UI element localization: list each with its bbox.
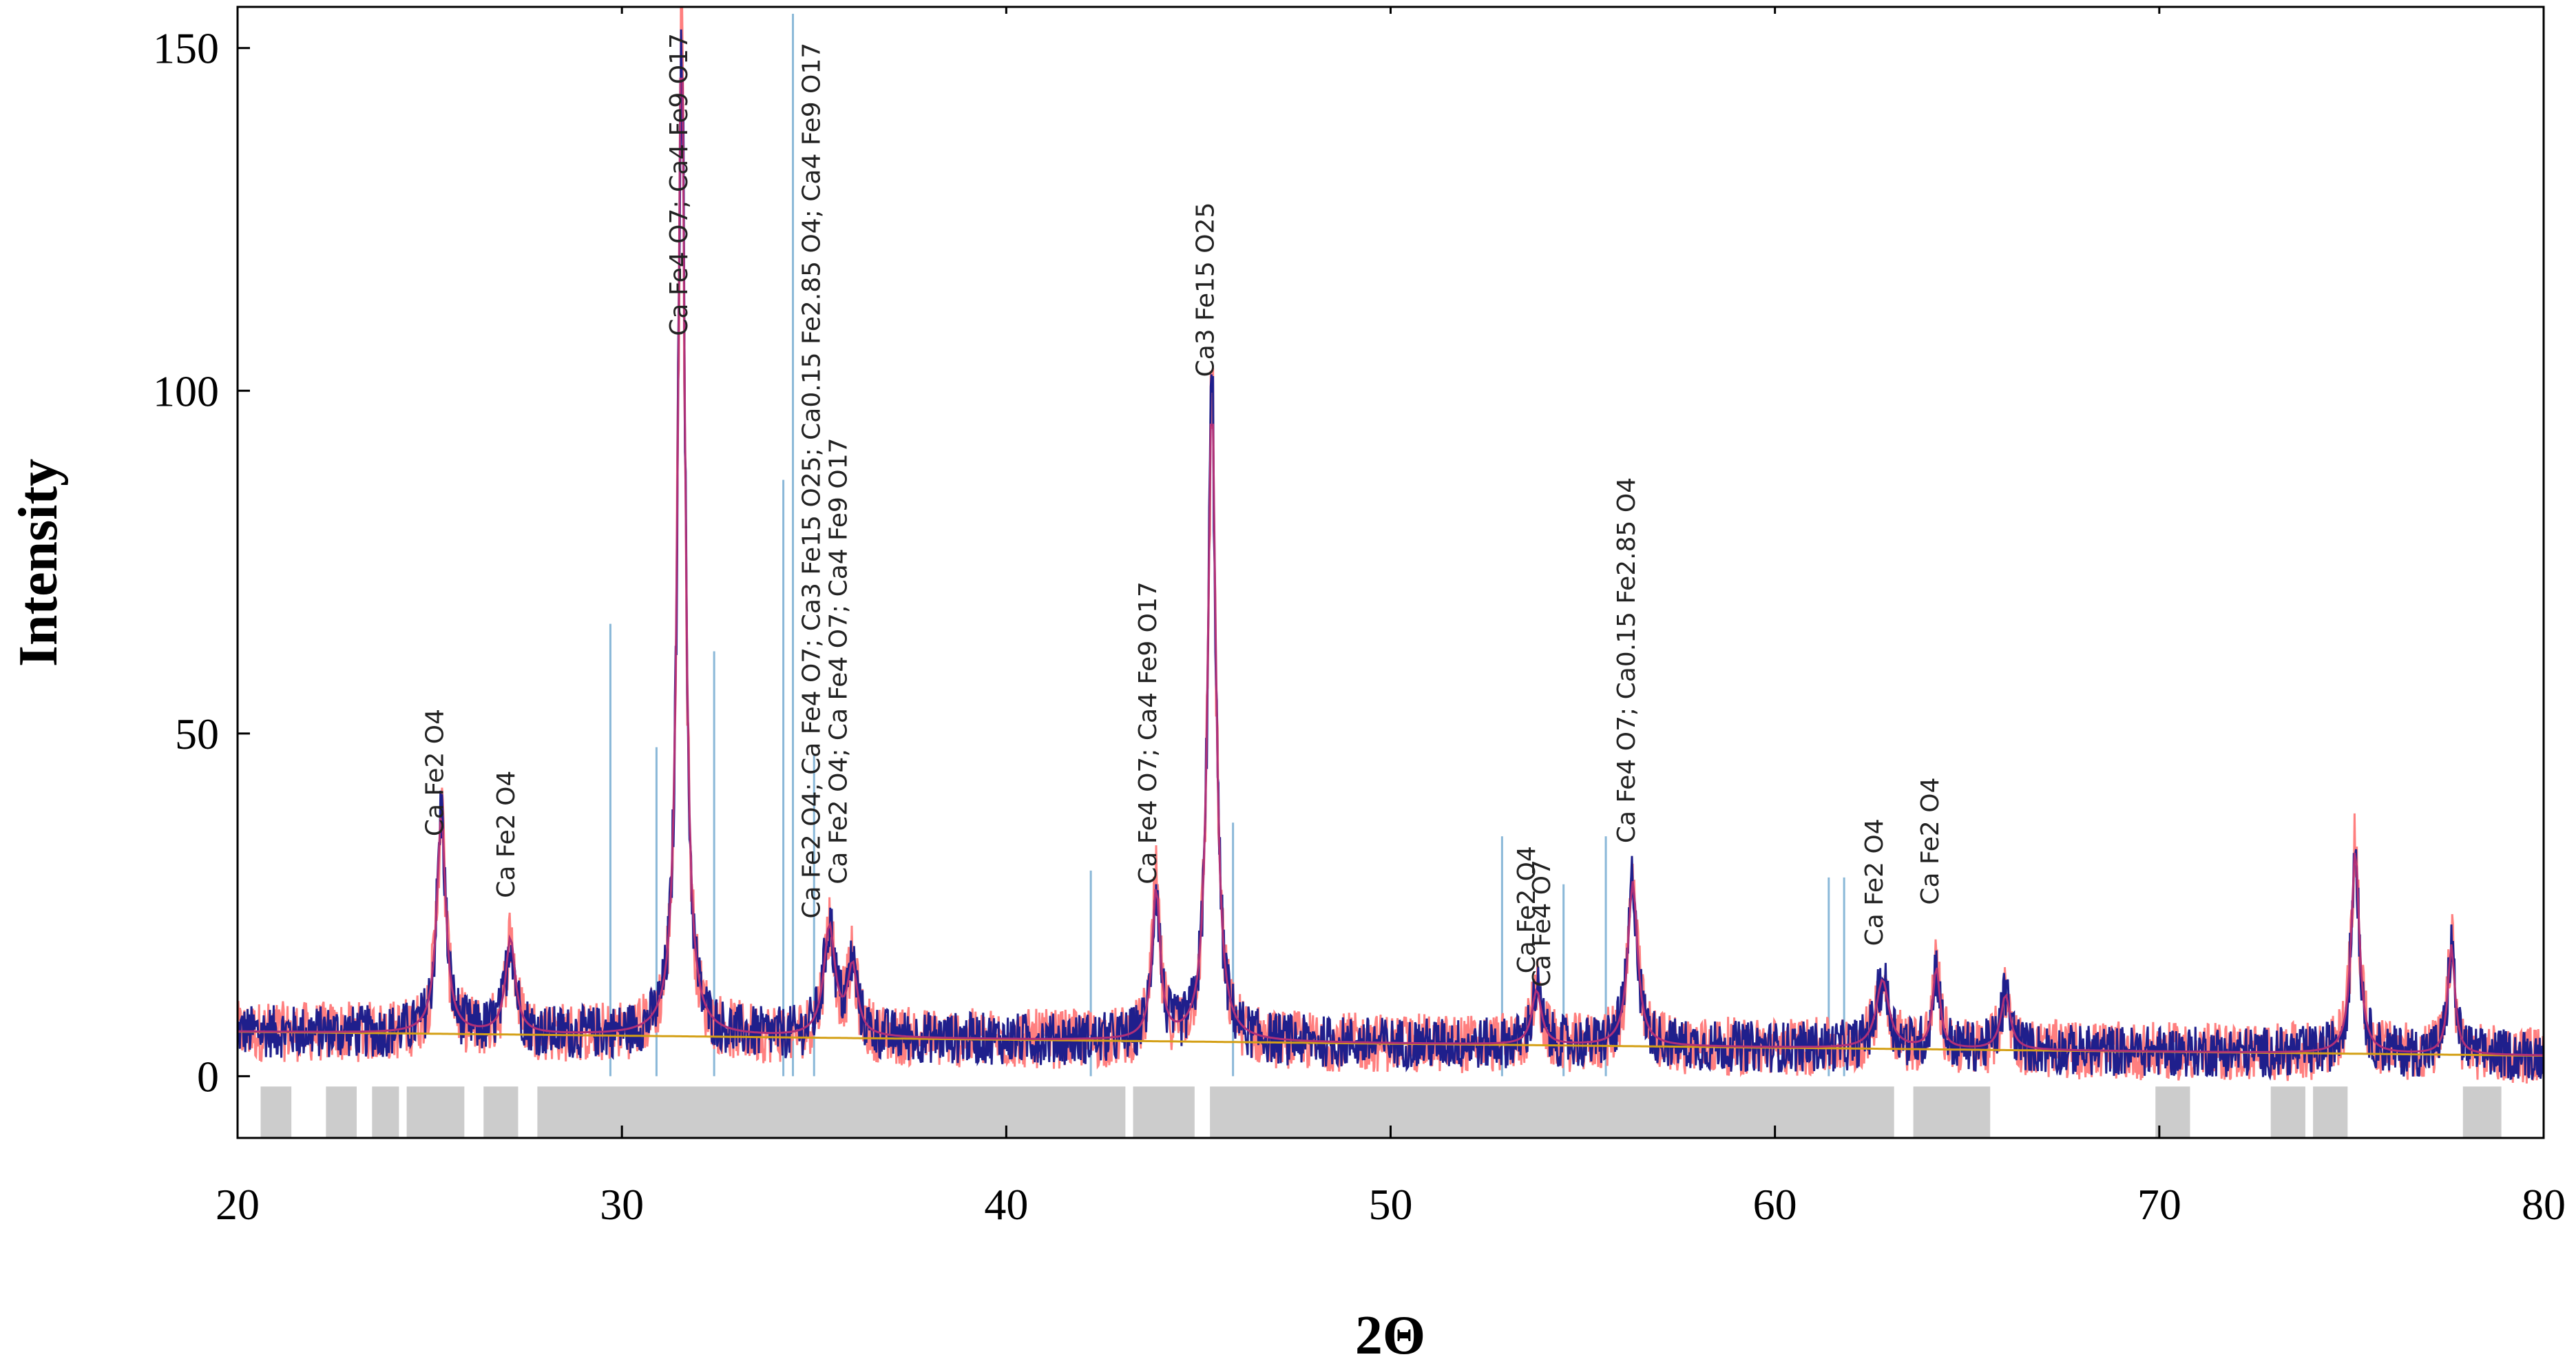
peak-label: Ca Fe2 O4 [1513, 846, 1541, 973]
y-tick-label: 0 [197, 1052, 219, 1101]
plot-area [238, 7, 2544, 1138]
excluded-region [2462, 1086, 2502, 1138]
y-tick-label: 150 [153, 24, 219, 73]
excluded-regions [260, 1086, 2502, 1138]
excluded-region [2270, 1086, 2305, 1138]
x-tick-label: 30 [600, 1180, 644, 1229]
peak-label: Ca Fe2 O4; Ca Fe4 O7; Ca4 Fe9 O17 [825, 437, 853, 884]
y-tick-label: 100 [153, 366, 219, 415]
peak-label: Ca3 Fe15 O25 [1192, 203, 1220, 377]
x-tick-label: 60 [1753, 1180, 1797, 1229]
peak-label: Ca Fe4 O7; Ca0.15 Fe2.85 O4 [1613, 477, 1641, 843]
peak-label: Ca Fe2 O4 [1861, 818, 1889, 946]
excluded-region [2313, 1086, 2348, 1138]
series-line-calculated [238, 7, 2544, 1084]
x-tick-label: 80 [2522, 1180, 2566, 1229]
excluded-region [2155, 1086, 2190, 1138]
excluded-region [1133, 1086, 1195, 1138]
x-axis: 20 30 40 50 60 70 80 [216, 7, 2566, 1229]
x-tick-label: 20 [216, 1180, 260, 1229]
excluded-region [537, 1086, 1126, 1138]
series-group [238, 7, 2544, 1084]
excluded-region [372, 1086, 399, 1138]
excluded-region [326, 1086, 357, 1138]
peak-label: Ca Fe4 O7 [1528, 860, 1556, 987]
excluded-region [483, 1086, 519, 1138]
series-line-fit [238, 77, 2544, 1057]
y-axis: 0 50 100 150 [153, 24, 250, 1101]
excluded-region [1210, 1086, 1894, 1138]
peak-label: Ca Fe2 O4 [492, 771, 521, 898]
x-tick-label: 50 [1369, 1180, 1413, 1229]
excluded-region [260, 1086, 292, 1138]
plot-frame [236, 6, 2545, 1139]
peak-labels: Ca Fe2 O4 Ca Fe2 O4 Ca Fe4 O7; Ca4 Fe9 O17… [421, 33, 1945, 987]
peak-label: Ca Fe4 O7; Ca4 Fe9 O17 [1134, 581, 1162, 884]
peak-label: Ca Fe2 O4; Ca Fe4 O7; Ca3 Fe15 O25; Ca0.… [798, 43, 826, 919]
excluded-region [1913, 1086, 1991, 1138]
y-axis-title: Intensity [8, 459, 69, 667]
x-axis-title: 2Θ [1355, 1305, 1425, 1366]
peak-label: Ca Fe4 O7; Ca4 Fe9 O17 [665, 33, 693, 336]
excluded-region [406, 1086, 465, 1138]
peak-label: Ca Fe2 O4 [421, 709, 450, 836]
series-line-observed [238, 29, 2544, 1081]
x-tick-label: 40 [984, 1180, 1028, 1229]
y-tick-label: 50 [175, 709, 219, 758]
peak-label: Ca Fe2 O4 [1916, 777, 1945, 904]
reference-sticks [609, 13, 1845, 1077]
x-tick-label: 70 [2137, 1180, 2181, 1229]
